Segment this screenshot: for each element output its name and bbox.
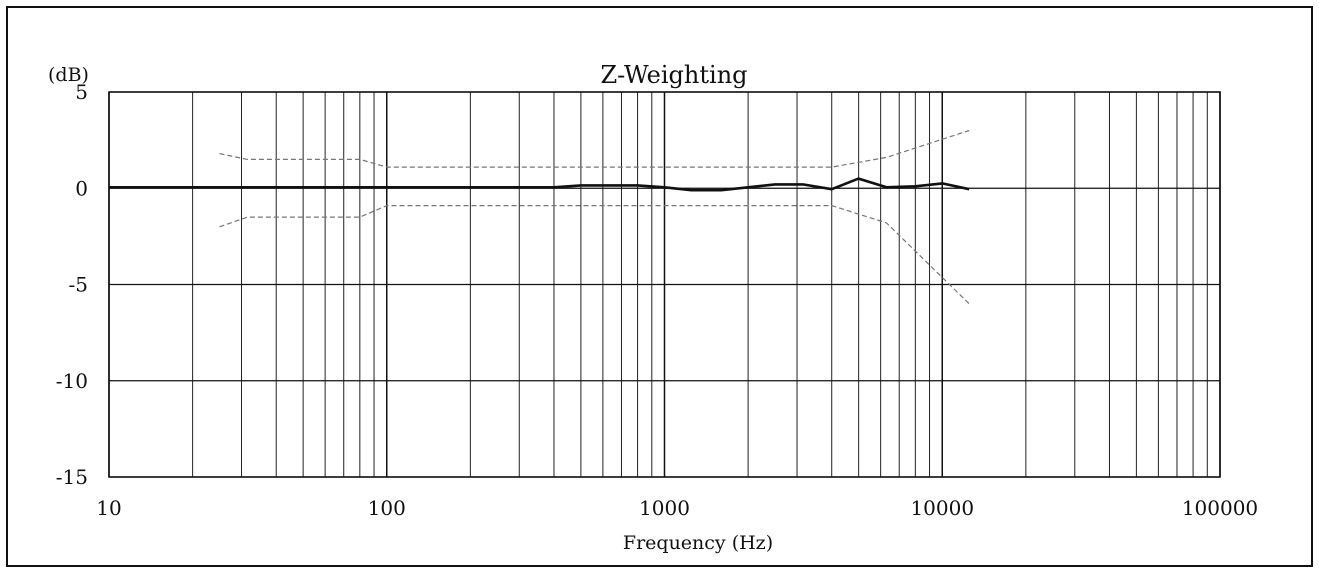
z-weighting-chart: 5 0 -5 -10 -15 10 100 1000 10000 100000 Z-Weight… (48, 61, 1258, 554)
series-layer (109, 129, 970, 305)
y-axis-label: (dB) (48, 64, 89, 86)
y-tick-label: 5 (75, 80, 88, 104)
x-tick-labels: 10 100 1000 10000 100000 (96, 496, 1258, 520)
plot-border (108, 91, 1221, 478)
x-tick-label: 10 (96, 496, 121, 520)
y-tick-label: 0 (75, 176, 88, 200)
response-line (109, 177, 970, 192)
x-tick-label: 100000 (1182, 496, 1258, 520)
y-tick-label: -5 (69, 273, 88, 297)
upper-tolerance-line (219, 129, 970, 168)
chart-title: Z-Weighting (600, 61, 747, 89)
x-tick-label: 10000 (910, 496, 974, 520)
chart-frame: 5 0 -5 -10 -15 10 100 1000 10000 100000 Z-Weight… (6, 6, 1313, 567)
x-axis-label: Frequency (Hz) (623, 532, 773, 554)
x-tick-label: 1000 (639, 496, 690, 520)
y-tick-label: -15 (56, 465, 88, 489)
y-tick-labels: 5 0 -5 -10 -15 (56, 80, 88, 489)
major-grid (108, 91, 1221, 478)
lower-tolerance-line (219, 205, 970, 305)
y-tick-label: -10 (56, 369, 88, 393)
x-tick-label: 100 (368, 496, 406, 520)
